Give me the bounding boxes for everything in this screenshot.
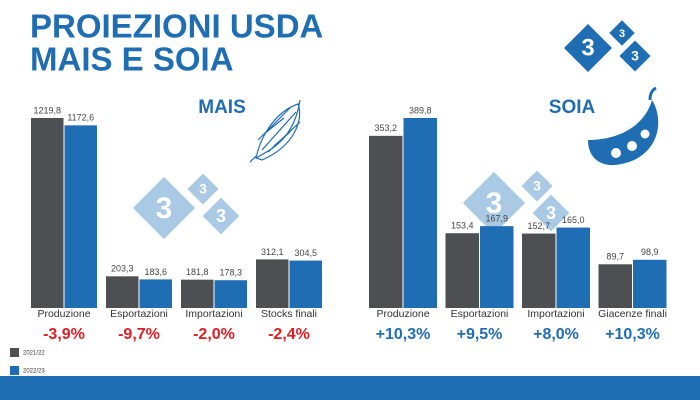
diamond xyxy=(462,171,526,235)
bar xyxy=(522,233,556,308)
change-label: -2,4% xyxy=(268,326,310,343)
watermark-logo: 3 3 3 xyxy=(132,173,240,240)
bar xyxy=(633,259,667,308)
bar xyxy=(106,276,139,308)
value-label: 167,9 xyxy=(485,214,508,224)
husk xyxy=(249,99,301,163)
change-label: +10,3% xyxy=(376,326,431,343)
logo-digit: 3 xyxy=(216,206,226,226)
footer-band xyxy=(0,376,700,400)
value-label: 89,7 xyxy=(606,252,624,262)
logo-digit: 3 xyxy=(546,203,556,223)
title-line: MAIS E SOIA xyxy=(30,41,234,78)
change-label: -2,0% xyxy=(193,326,235,343)
bar xyxy=(181,279,214,308)
bar xyxy=(445,233,479,308)
bar xyxy=(403,118,437,308)
category-label: Produzione xyxy=(37,308,90,320)
diamond xyxy=(187,173,219,205)
bar xyxy=(256,259,289,308)
value-label: 178,3 xyxy=(219,268,242,278)
diamond xyxy=(563,23,613,73)
change-label: +9,5% xyxy=(457,326,503,343)
change-label: -3,9% xyxy=(43,326,85,343)
cob xyxy=(255,103,301,161)
change-label: +8,0% xyxy=(533,326,579,343)
category-label: Giacenze finali xyxy=(598,308,667,320)
bar xyxy=(289,260,322,308)
legend-label: 2021/22 xyxy=(23,351,45,357)
value-label: 181,8 xyxy=(186,267,209,277)
corn-icon xyxy=(249,99,301,163)
logo-digit: 3 xyxy=(156,192,173,225)
bar xyxy=(369,135,403,308)
category-label: Produzione xyxy=(376,308,429,320)
legend-label: 2022/23 xyxy=(23,369,45,375)
category-label: Esportazioni xyxy=(451,308,509,320)
bar xyxy=(556,227,590,308)
category-label: Importazioni xyxy=(527,308,584,320)
bar xyxy=(31,118,64,308)
value-label: 353,2 xyxy=(374,123,397,133)
category-label: Stocks finali xyxy=(261,308,317,320)
diamond xyxy=(132,176,196,240)
change-label: -9,7% xyxy=(118,326,160,343)
legend-swatch xyxy=(10,366,19,375)
chart-title: SOIA xyxy=(549,97,596,118)
category-label: Esportazioni xyxy=(110,308,168,320)
logo-digit: 3 xyxy=(199,181,207,197)
pea-icon xyxy=(588,86,659,166)
logo-digit: 3 xyxy=(533,178,541,194)
stem xyxy=(648,86,657,101)
bar xyxy=(139,279,172,308)
value-label: 1219,8 xyxy=(33,105,61,115)
pod xyxy=(588,100,659,166)
logo-digit: 3 xyxy=(631,48,639,64)
value-label: 389,8 xyxy=(409,105,432,115)
bar xyxy=(214,280,247,308)
legend: 2021/22 2022/23 xyxy=(10,348,45,375)
diamond xyxy=(202,197,240,235)
title-line: PROIEZIONI USDA xyxy=(30,8,323,45)
change-label: +10,3% xyxy=(605,326,660,343)
logo-digit: 3 xyxy=(619,28,625,40)
logo-digit: 3 xyxy=(486,187,503,220)
legend-swatch xyxy=(10,348,19,357)
pea xyxy=(611,148,621,158)
value-label: 165,0 xyxy=(562,215,585,225)
value-label: 312,1 xyxy=(261,247,284,257)
bar xyxy=(64,125,97,309)
pea xyxy=(627,141,637,151)
value-label: 1172,6 xyxy=(67,113,94,123)
value-label: 152,7 xyxy=(527,221,550,231)
diamond xyxy=(532,194,570,232)
bar xyxy=(480,226,514,308)
value-label: 304,5 xyxy=(294,248,317,258)
chart-title: MAIS xyxy=(198,97,246,118)
diamond xyxy=(609,20,635,46)
pea xyxy=(640,129,650,139)
logo-digit: 3 xyxy=(581,34,594,61)
value-label: 98,9 xyxy=(641,247,659,257)
value-label: 203,3 xyxy=(111,264,134,274)
value-label: 153,4 xyxy=(451,221,474,231)
value-label: 183,6 xyxy=(144,267,167,277)
category-label: Importazioni xyxy=(185,308,242,320)
bar xyxy=(598,264,632,308)
charts: MAIS 1219,8 1172,6 Produzione -3,9% 203,3 183,… xyxy=(31,97,667,343)
